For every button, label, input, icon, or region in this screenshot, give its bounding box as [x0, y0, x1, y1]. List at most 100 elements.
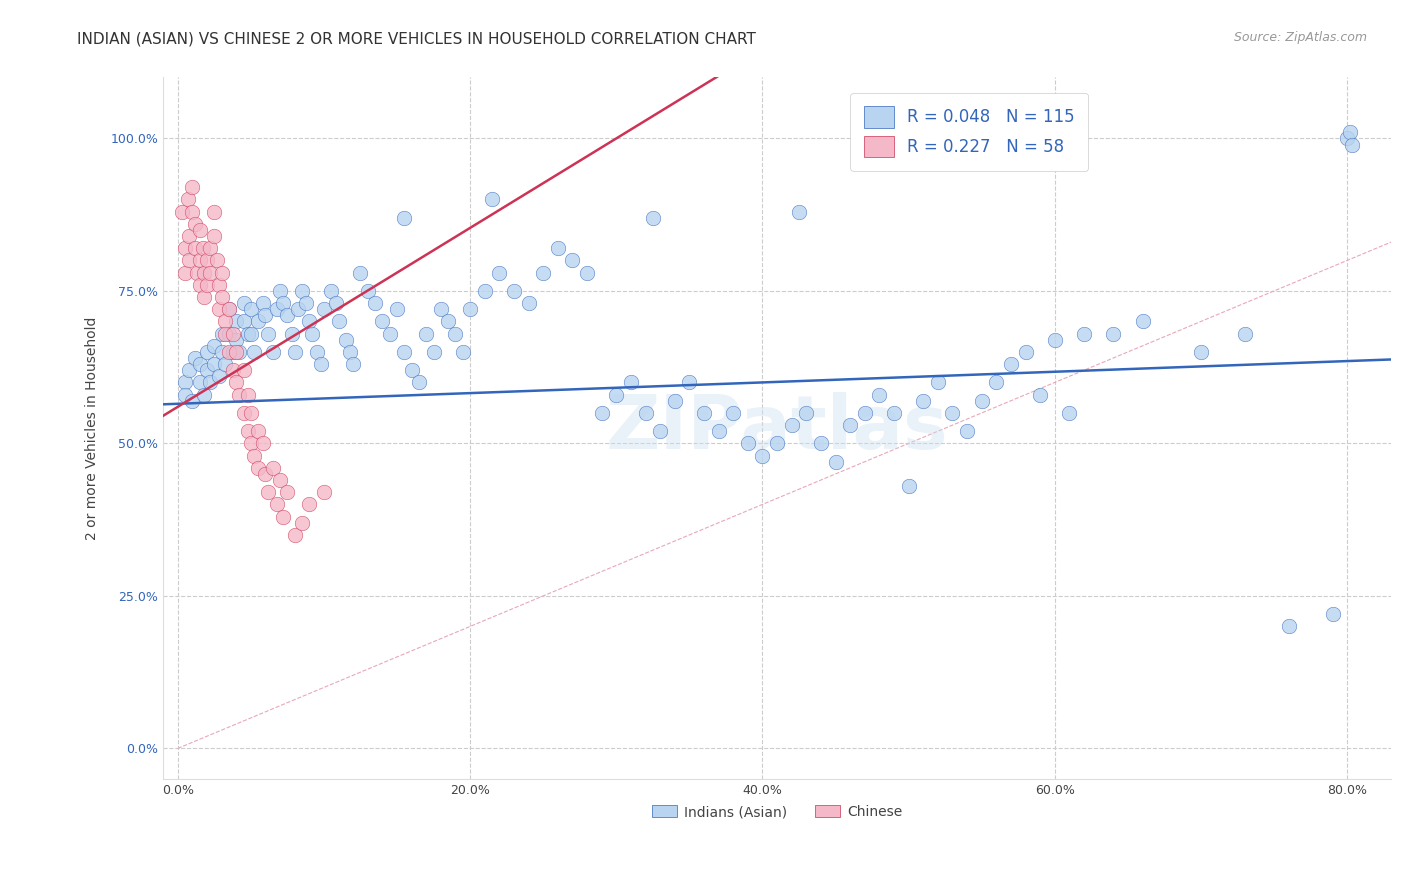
- Point: [236, 424, 259, 438]
- Point: [179, 229, 201, 244]
- Point: [810, 436, 832, 450]
- Point: [839, 418, 862, 433]
- Point: [291, 284, 314, 298]
- Point: [198, 241, 221, 255]
- Point: [1014, 345, 1036, 359]
- Point: [198, 266, 221, 280]
- Point: [193, 387, 215, 401]
- Point: [321, 284, 343, 298]
- Point: [188, 376, 211, 390]
- Point: [385, 302, 408, 317]
- Point: [181, 393, 204, 408]
- Point: [868, 387, 890, 401]
- Point: [236, 326, 259, 341]
- Point: [193, 290, 215, 304]
- Point: [247, 460, 270, 475]
- Point: [225, 314, 247, 328]
- Point: [883, 406, 905, 420]
- Point: [186, 266, 208, 280]
- Point: [986, 376, 1008, 390]
- Point: [1043, 333, 1066, 347]
- Point: [228, 387, 250, 401]
- Point: [721, 406, 744, 420]
- Point: [678, 376, 700, 390]
- Point: [364, 296, 387, 310]
- Point: [458, 302, 481, 317]
- Point: [202, 339, 225, 353]
- Point: [751, 449, 773, 463]
- Point: [1102, 326, 1125, 341]
- Point: [211, 290, 233, 304]
- Point: [269, 473, 291, 487]
- Point: [211, 326, 233, 341]
- Point: [184, 241, 207, 255]
- Point: [202, 229, 225, 244]
- Point: [232, 363, 254, 377]
- Point: [208, 277, 231, 292]
- Point: [335, 333, 357, 347]
- Point: [1336, 131, 1358, 145]
- Point: [195, 277, 218, 292]
- Point: [269, 284, 291, 298]
- Point: [349, 266, 371, 280]
- Point: [174, 387, 197, 401]
- Point: [339, 345, 361, 359]
- Point: [517, 296, 540, 310]
- Point: [309, 357, 332, 371]
- Point: [181, 180, 204, 194]
- Point: [1073, 326, 1095, 341]
- Point: [257, 326, 280, 341]
- Point: [281, 326, 304, 341]
- Point: [481, 193, 503, 207]
- Point: [174, 241, 197, 255]
- Point: [179, 253, 201, 268]
- Point: [284, 345, 307, 359]
- Point: [276, 485, 298, 500]
- Point: [266, 302, 288, 317]
- Point: [371, 314, 394, 328]
- Point: [276, 309, 298, 323]
- Point: [247, 314, 270, 328]
- Legend: Indians (Asian), Chinese: Indians (Asian), Chinese: [647, 799, 908, 824]
- Text: ZIPatlas: ZIPatlas: [606, 392, 949, 465]
- Point: [641, 211, 664, 225]
- Point: [242, 345, 264, 359]
- Point: [188, 277, 211, 292]
- Point: [202, 204, 225, 219]
- Point: [422, 345, 444, 359]
- Text: INDIAN (ASIAN) VS CHINESE 2 OR MORE VEHICLES IN HOUSEHOLD CORRELATION CHART: INDIAN (ASIAN) VS CHINESE 2 OR MORE VEHI…: [77, 31, 756, 46]
- Point: [222, 326, 245, 341]
- Point: [401, 363, 423, 377]
- Point: [415, 326, 437, 341]
- Point: [198, 376, 221, 390]
- Point: [191, 241, 214, 255]
- Point: [262, 460, 284, 475]
- Point: [266, 497, 288, 511]
- Point: [970, 393, 993, 408]
- Point: [451, 345, 474, 359]
- Point: [225, 333, 247, 347]
- Point: [222, 363, 245, 377]
- Point: [218, 326, 240, 341]
- Point: [634, 406, 657, 420]
- Point: [218, 302, 240, 317]
- Y-axis label: 2 or more Vehicles in Household: 2 or more Vehicles in Household: [86, 317, 100, 540]
- Point: [295, 296, 318, 310]
- Point: [897, 479, 920, 493]
- Point: [252, 296, 274, 310]
- Point: [184, 217, 207, 231]
- Point: [1339, 125, 1361, 139]
- Point: [214, 314, 236, 328]
- Point: [312, 302, 335, 317]
- Point: [531, 266, 554, 280]
- Point: [1189, 345, 1212, 359]
- Point: [394, 345, 416, 359]
- Point: [239, 406, 262, 420]
- Point: [298, 314, 321, 328]
- Point: [328, 314, 350, 328]
- Point: [1000, 357, 1022, 371]
- Point: [1132, 314, 1154, 328]
- Point: [232, 296, 254, 310]
- Point: [271, 296, 294, 310]
- Point: [188, 223, 211, 237]
